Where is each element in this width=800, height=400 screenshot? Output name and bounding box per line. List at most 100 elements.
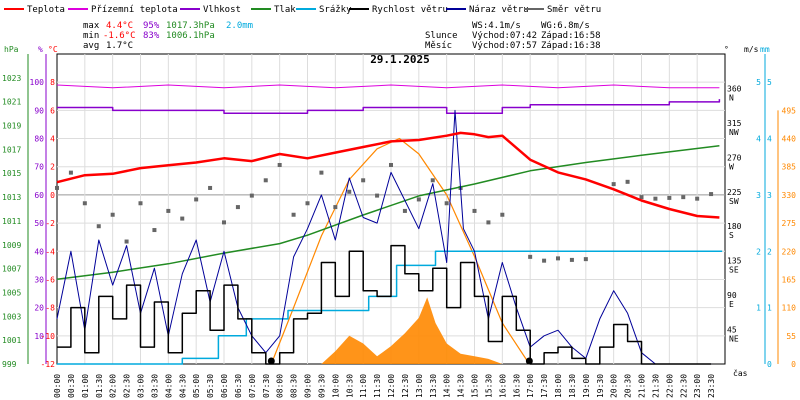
stats-min-label: min [83,31,99,41]
wind-direction-point [611,182,616,187]
solar-tick: 440 [782,135,797,144]
wind-tick: 4 [756,135,761,144]
wind-direction-point [180,216,185,221]
x-tick-label: 11:30 [373,374,382,398]
chart-info: 29.1.2025 max 4.4°C 95% 1017.3hPa 2.0mm … [83,21,601,66]
x-tick-label: 17:00 [526,374,535,398]
direction-tick: 135 [727,257,742,266]
rain-tick: 1 [767,304,772,313]
stats-max-temp: 4.4°C [106,21,133,31]
sunrise-marker [267,357,275,365]
wind-direction-point [569,257,574,262]
x-tick-label: 09:30 [317,374,326,398]
wind-direction-point [347,189,352,194]
solar-tick: 220 [782,247,797,256]
wind-direction-point [695,196,700,201]
stats-max-pressure: 1017.3hPa [166,21,215,31]
x-tick-label: 03:30 [150,374,159,398]
wind-direction-point [681,195,686,200]
x-tick-label: 02:30 [123,374,132,398]
wind-direction-point [124,239,129,244]
x-tick-label: 23:00 [693,374,702,398]
wind-direction-point [263,178,268,183]
x-tick-label: 17:30 [540,374,549,398]
wind-direction-point [528,254,533,259]
sun-rise: Východ:07:42 [472,31,537,41]
x-tick-label: 06:30 [234,374,243,398]
humidity-tick: 70 [34,163,44,172]
x-tick-label: 05:00 [192,374,201,398]
moon-set: Západ:16:38 [541,41,601,51]
pressure-unit: hPa [4,45,19,54]
wind-direction-point [416,197,421,202]
x-tick-label: 01:30 [95,374,104,398]
wind-direction-point [361,178,366,183]
sunset-marker [525,357,533,365]
x-tick-label: 13:00 [415,374,424,398]
wind-direction-point [277,162,282,167]
direction-tick: 90 [727,291,737,300]
x-tick-label: 02:00 [109,374,118,398]
temperature-tick: -10 [41,332,56,341]
wind-direction-point [375,193,380,198]
humidity-tick: 90 [34,106,44,115]
humidity-unit: % [38,45,43,54]
humidity-tick: 10 [34,332,44,341]
humidity-tick: 40 [34,247,44,256]
chart-legend: Teplota Přízemní teplota Vlhkost Tlak Srážky… [4,5,601,15]
x-tick-label: 03:00 [137,374,146,398]
x-tick-label: 12:30 [401,374,410,398]
temperature-tick: -4 [45,247,55,256]
x-tick-label: 11:00 [359,374,368,398]
temperature-tick: -6 [45,275,55,284]
wind-direction-point [138,201,143,206]
stats-avg-label: avg [83,41,99,51]
wind-direction-point [625,179,630,184]
x-tick-label: 07:00 [248,374,257,398]
wind-direction-point [166,208,171,213]
stats-max-label: max [83,21,100,31]
temperature-line [56,131,720,219]
legend-label: Tlak [274,5,296,15]
pressure-tick: 1007 [2,265,21,274]
wind-direction-point [444,201,449,206]
temperature-tick: 6 [50,106,55,115]
x-tick-label: 05:30 [206,374,215,398]
x-tick-label: 08:30 [290,374,299,398]
sun-label: Slunce [425,31,458,41]
legend-label: Rychlost větru [372,5,448,15]
x-tick-label: 04:30 [178,374,187,398]
solar-tick: 165 [782,275,797,284]
wind-speed-line [57,244,712,365]
ground-temperature-line [56,84,720,89]
temperature-tick: -2 [45,219,55,228]
wind-direction-point [55,185,59,190]
x-tick-label: 18:30 [568,374,577,398]
x-tick-label: 12:00 [387,374,396,398]
x-tick-label: 07:30 [262,374,271,398]
temperature-tick: 0 [50,191,55,200]
solar-tick: 330 [782,191,797,200]
chart-axes: 9991001100310051007100910111013101510171… [2,45,796,398]
pressure-tick: 1017 [2,145,21,154]
direction-unit: ° [724,45,729,54]
wind-direction-point [542,258,547,263]
x-tick-label: 14:30 [457,374,466,398]
pressure-tick: 1003 [2,312,21,321]
direction-name: SE [729,266,739,275]
x-tick-label: 09:00 [304,374,313,398]
humidity-tick: 100 [30,78,45,87]
pressure-tick: 1005 [2,288,21,297]
pressure-tick: 999 [2,360,17,369]
solar-radiation-line [270,137,530,365]
legend-label: Směr větru [547,5,601,15]
wind-direction-point [305,201,310,206]
time-axis-label: čas [733,368,748,378]
temperature-tick: 2 [50,163,55,172]
sun-set: Západ:16:58 [541,31,601,41]
x-tick-label: 16:00 [498,374,507,398]
wind-tick: 5 [756,78,761,87]
direction-name: S [729,231,734,240]
stats-min-pressure: 1006.1hPa [166,31,215,41]
